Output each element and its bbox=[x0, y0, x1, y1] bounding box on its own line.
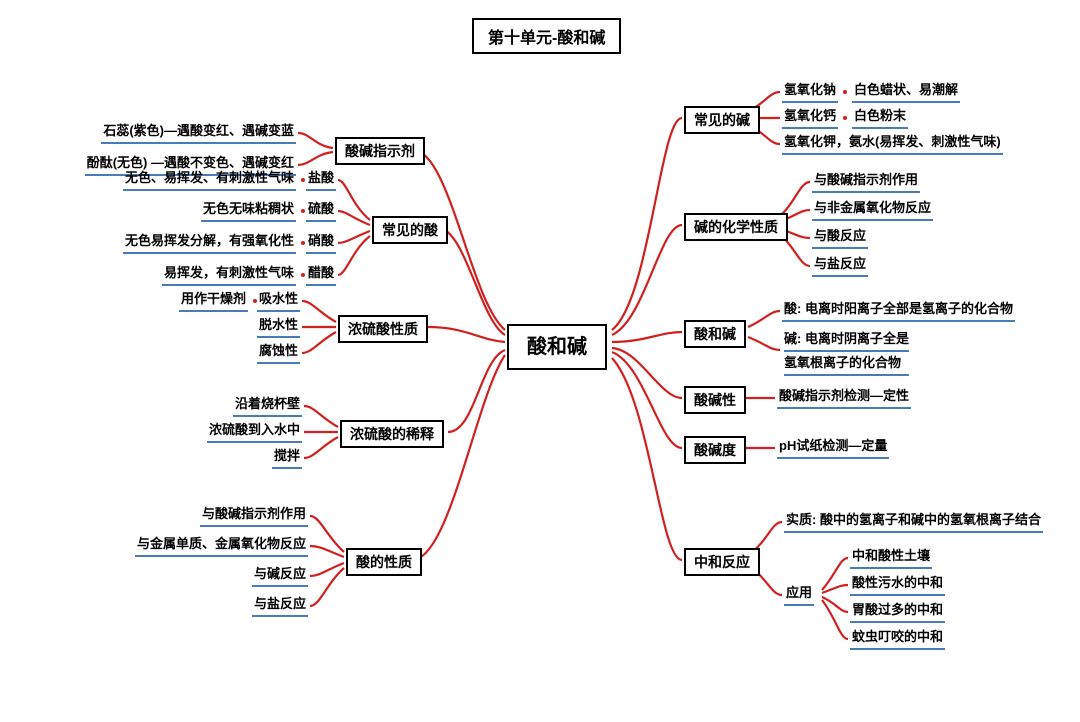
leaf: 硫酸 bbox=[306, 200, 336, 222]
leaf: 与盐反应 bbox=[252, 595, 308, 617]
leaf: 易挥发，有刺激性气味 bbox=[162, 264, 296, 286]
node-acidity: 酸碱性 bbox=[684, 386, 746, 414]
leaf: 用作干燥剂 bbox=[179, 290, 248, 312]
leaf: 与金属单质、金属氧化物反应 bbox=[135, 535, 308, 557]
leaf: 实质: 酸中的氢离子和碱中的氢氧根离子结合 bbox=[784, 511, 1043, 533]
leaf: 酸: 电离时阳离子全部是氢离子的化合物 bbox=[782, 300, 1015, 322]
leaf: 与碱反应 bbox=[252, 565, 308, 587]
bullet-icon bbox=[301, 178, 305, 182]
center-node: 酸和碱 bbox=[507, 324, 607, 370]
node-acid-props: 酸的性质 bbox=[346, 548, 422, 576]
leaf: 脱水性 bbox=[257, 316, 300, 338]
leaf: 与酸反应 bbox=[812, 227, 868, 249]
leaf: 搅拌 bbox=[272, 447, 302, 469]
leaf: 氢氧化钠 bbox=[782, 81, 838, 103]
bullet-icon bbox=[843, 116, 847, 120]
node-h2so4-dilute: 浓硫酸的稀释 bbox=[340, 420, 444, 448]
leaf: 硝酸 bbox=[306, 232, 336, 254]
leaf: 吸水性 bbox=[257, 290, 300, 312]
leaf: 白色蜡状、易潮解 bbox=[852, 81, 960, 103]
leaf: 氢氧化钙 bbox=[782, 107, 838, 129]
node-acid-base: 酸和碱 bbox=[684, 320, 746, 348]
leaf: 腐蚀性 bbox=[257, 342, 300, 364]
node-ph: 酸碱度 bbox=[684, 436, 746, 464]
leaf: 胃酸过多的中和 bbox=[850, 601, 945, 623]
leaf: 浓硫酸到入水中 bbox=[207, 421, 302, 443]
leaf: 盐酸 bbox=[306, 169, 336, 191]
leaf: 白色粉末 bbox=[852, 107, 908, 129]
node-h2so4-props: 浓硫酸性质 bbox=[338, 315, 428, 343]
leaf: 无色易挥发分解，有强氧化性 bbox=[123, 232, 296, 254]
bullet-icon bbox=[253, 299, 257, 303]
leaf: 与盐反应 bbox=[812, 255, 868, 277]
leaf: 与酸碱指示剂作用 bbox=[812, 171, 920, 193]
leaf: 石蕊(紫色)—遇酸变红、遇碱变蓝 bbox=[101, 122, 296, 144]
node-common-acids: 常见的酸 bbox=[372, 216, 448, 244]
leaf: 酸碱指示剂检测—定性 bbox=[777, 387, 911, 409]
node-neutralization: 中和反应 bbox=[684, 548, 760, 576]
leaf: 醋酸 bbox=[306, 264, 336, 286]
leaf: 无色无味粘稠状 bbox=[201, 200, 296, 222]
leaf: 与非金属氧化物反应 bbox=[812, 199, 933, 221]
leaf: 氢氧化钾，氨水(易挥发、刺激性气味) bbox=[782, 133, 1003, 155]
leaf: 沿着烧杯壁 bbox=[233, 395, 302, 417]
leaf: 蚊虫叮咬的中和 bbox=[850, 628, 945, 650]
leaf: pH试纸检测—定量 bbox=[777, 437, 889, 459]
node-common-bases: 常见的碱 bbox=[684, 106, 760, 134]
bullet-icon bbox=[301, 209, 305, 213]
diagram-title: 第十单元-酸和碱 bbox=[472, 18, 621, 54]
bullet-icon bbox=[301, 273, 305, 277]
leaf: 碱: 电离时阴离子全是 氢氧根离子的化合物 bbox=[782, 330, 911, 380]
bullet-icon bbox=[843, 90, 847, 94]
leaf: 与酸碱指示剂作用 bbox=[200, 505, 308, 527]
leaf: 酸性污水的中和 bbox=[850, 574, 945, 596]
leaf-line: 碱: 电离时阴离子全是 bbox=[784, 330, 909, 352]
leaf: 无色、易挥发、有刺激性气味 bbox=[123, 169, 296, 191]
leaf-line: 氢氧根离子的化合物 bbox=[784, 354, 909, 376]
node-base-chem: 碱的化学性质 bbox=[684, 213, 788, 241]
leaf: 中和酸性土壤 bbox=[850, 547, 932, 569]
node-indicator: 酸碱指示剂 bbox=[335, 137, 425, 165]
bullet-icon bbox=[301, 241, 305, 245]
leaf-sub-label: 应用 bbox=[784, 584, 814, 606]
